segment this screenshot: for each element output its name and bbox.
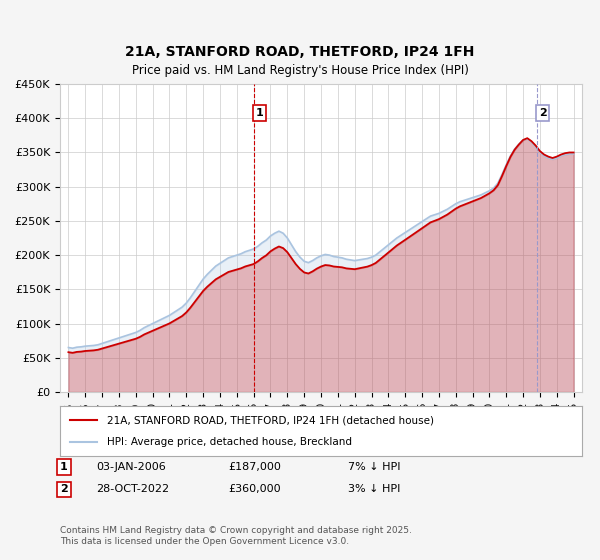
Text: Price paid vs. HM Land Registry's House Price Index (HPI): Price paid vs. HM Land Registry's House … [131, 64, 469, 77]
Text: HPI: Average price, detached house, Breckland: HPI: Average price, detached house, Brec… [107, 437, 352, 447]
Text: 7% ↓ HPI: 7% ↓ HPI [348, 462, 401, 472]
Text: 2: 2 [60, 484, 68, 494]
Text: 21A, STANFORD ROAD, THETFORD, IP24 1FH: 21A, STANFORD ROAD, THETFORD, IP24 1FH [125, 45, 475, 59]
Text: 3% ↓ HPI: 3% ↓ HPI [348, 484, 400, 494]
Text: £360,000: £360,000 [228, 484, 281, 494]
Text: 03-JAN-2006: 03-JAN-2006 [96, 462, 166, 472]
Text: 21A, STANFORD ROAD, THETFORD, IP24 1FH (detached house): 21A, STANFORD ROAD, THETFORD, IP24 1FH (… [107, 415, 434, 425]
Text: 1: 1 [60, 462, 68, 472]
Text: Contains HM Land Registry data © Crown copyright and database right 2025.
This d: Contains HM Land Registry data © Crown c… [60, 526, 412, 546]
Text: 2: 2 [539, 108, 547, 118]
Text: 1: 1 [256, 108, 263, 118]
Text: £187,000: £187,000 [228, 462, 281, 472]
Text: 28-OCT-2022: 28-OCT-2022 [96, 484, 169, 494]
